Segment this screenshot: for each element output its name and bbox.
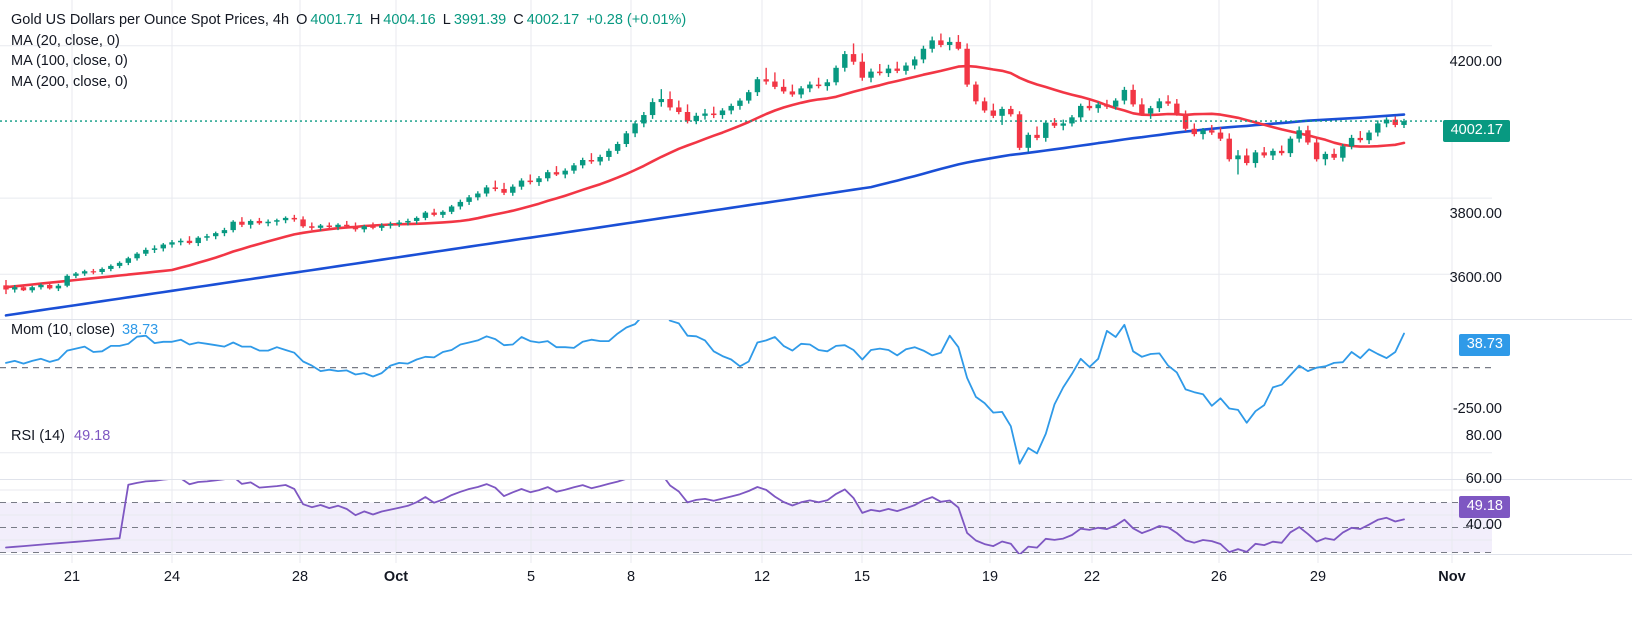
time-axis[interactable]: 21 24 28 Oct 5 8 12 15 19 22 26 29 Nov bbox=[0, 555, 1632, 619]
price-pane[interactable] bbox=[0, 0, 1632, 320]
rsi-plot bbox=[0, 480, 1492, 555]
rsi-pane[interactable] bbox=[0, 480, 1632, 555]
pane-divider-price-mom bbox=[0, 319, 1632, 320]
time-axis-ticks bbox=[71, 555, 1453, 563]
pane-divider-mom-rsi bbox=[0, 479, 1632, 480]
rsi-value: 49.18 bbox=[74, 428, 111, 444]
symbol-ohlc-row: Gold US Dollars per Ounce Spot Prices, 4… bbox=[11, 10, 689, 31]
time-tick-26: 26 bbox=[1210, 569, 1228, 585]
price-tick-3600: 3600.00 bbox=[1449, 270, 1502, 286]
time-tick-29: 29 bbox=[1309, 569, 1327, 585]
pane-divider-rsi-time bbox=[0, 554, 1632, 555]
time-tick-5: 5 bbox=[526, 569, 536, 585]
momentum-name[interactable]: Mom (10, close) bbox=[11, 322, 115, 338]
time-tick-15: 15 bbox=[853, 569, 871, 585]
study-ma200[interactable]: MA (200, close, 0) bbox=[11, 73, 128, 90]
open-value: 4001.71 bbox=[310, 12, 363, 28]
momentum-pane[interactable] bbox=[0, 320, 1632, 480]
price-tick-3800: 3800.00 bbox=[1449, 206, 1502, 222]
mom-tick-neg250: -250.00 bbox=[1452, 401, 1502, 417]
symbol-title[interactable]: Gold US Dollars per Ounce Spot Prices, 4… bbox=[11, 12, 290, 28]
close-value: 4002.17 bbox=[526, 12, 580, 28]
current-price-badge[interactable]: 4002.17 bbox=[1442, 120, 1510, 142]
low-label: L bbox=[442, 12, 451, 28]
rsi-tick-80: 80.00 bbox=[1465, 428, 1502, 444]
study-ma100[interactable]: MA (100, close, 0) bbox=[11, 53, 128, 69]
time-tick-nov: Nov bbox=[1438, 569, 1466, 585]
rsi-legend: RSI (14) 49.18 bbox=[11, 428, 110, 444]
time-tick-12: 12 bbox=[753, 569, 771, 585]
rsi-name[interactable]: RSI (14) bbox=[11, 428, 65, 444]
change-value: +0.28 (+0.01%) bbox=[586, 12, 687, 28]
time-tick-oct: Oct bbox=[383, 569, 409, 585]
rsi-tick-40: 40.00 bbox=[1465, 517, 1502, 533]
price-plot bbox=[0, 0, 1492, 320]
rsi-tick-60: 60.00 bbox=[1465, 471, 1502, 487]
price-legend: Gold US Dollars per Ounce Spot Prices, 4… bbox=[11, 10, 689, 92]
time-tick-24: 24 bbox=[163, 569, 181, 585]
momentum-plot bbox=[0, 320, 1492, 480]
high-label: H bbox=[369, 12, 381, 28]
time-tick-19: 19 bbox=[981, 569, 999, 585]
time-tick-8: 8 bbox=[626, 569, 636, 585]
momentum-value: 38.73 bbox=[121, 322, 159, 338]
high-value: 4004.16 bbox=[383, 12, 436, 28]
low-value: 3991.39 bbox=[453, 12, 507, 28]
price-tick-4200: 4200.00 bbox=[1449, 54, 1502, 70]
time-tick-28: 28 bbox=[291, 569, 309, 585]
time-tick-22: 22 bbox=[1083, 569, 1101, 585]
study-ma20[interactable]: MA (20, close, 0) bbox=[11, 32, 120, 49]
open-label: O bbox=[296, 12, 308, 28]
close-label: C bbox=[513, 12, 524, 28]
momentum-legend: Mom (10, close) 38.73 bbox=[11, 322, 158, 338]
momentum-value-badge[interactable]: 38.73 bbox=[1458, 334, 1510, 356]
rsi-value-badge[interactable]: 49.18 bbox=[1458, 496, 1510, 518]
time-tick-21: 21 bbox=[63, 569, 81, 585]
